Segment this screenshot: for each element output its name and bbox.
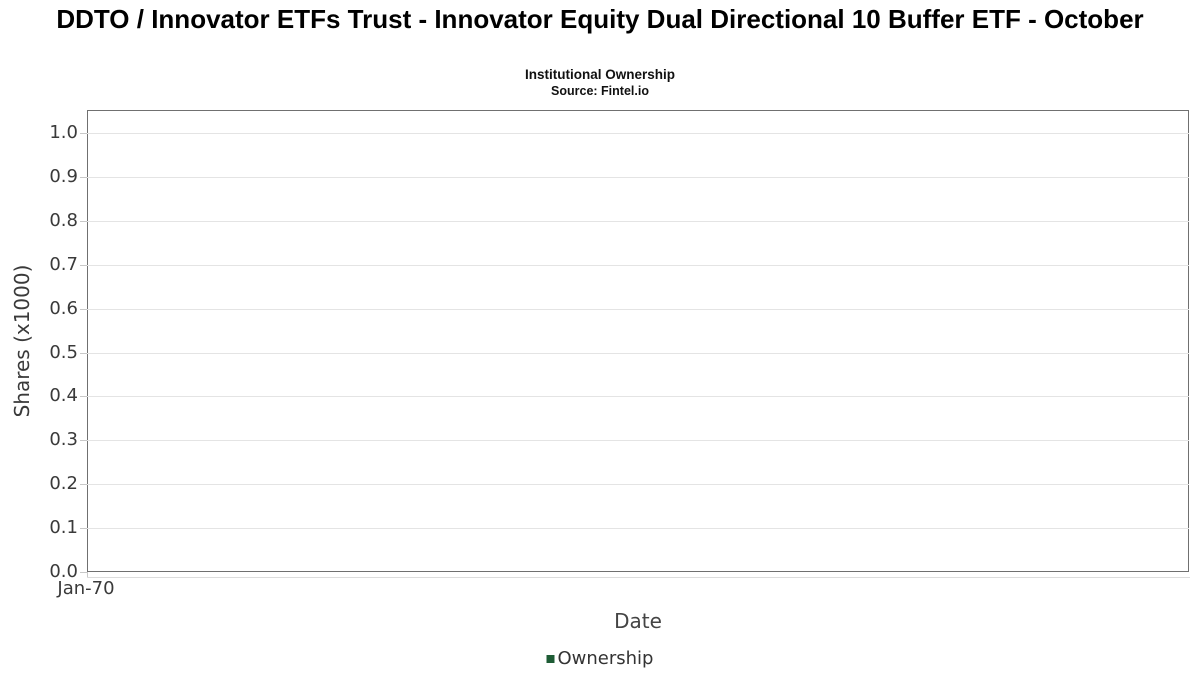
y-tick-mark [80,572,87,573]
chart-source-label: Source: Fintel.io [551,84,649,98]
y-gridline [87,308,1189,310]
y-tick-label: 1.0 [49,122,78,143]
x-axis-title: Date [614,609,662,633]
y-gridline [87,220,1189,222]
x-axis-baseline [87,577,1190,578]
y-tick-mark [80,352,87,354]
y-tick-label: 0.9 [49,165,78,187]
legend-item-ownership[interactable]: Ownership [546,648,654,669]
y-gridline [87,396,1189,398]
y-gridline [87,440,1189,442]
y-gridline [87,352,1189,354]
y-tick-label: 0.8 [49,209,78,231]
y-gridline [87,528,1189,530]
y-tick-mark [80,176,87,178]
y-tick-mark [80,133,87,134]
y-tick-label: 0.6 [49,297,78,319]
y-axis-title: Shares (x1000) [10,264,34,418]
x-tick-label: Jan-70 [57,578,115,599]
y-tick-label: 0.2 [49,473,78,495]
y-tick-label: 0.4 [49,385,78,407]
y-gridline [87,484,1189,486]
y-tick-mark [80,308,87,310]
y-tick-mark [80,484,87,486]
y-gridline [87,264,1189,266]
y-tick-mark [80,440,87,442]
x-tick-mark [87,572,88,578]
y-tick-label: 0.3 [49,429,78,451]
y-tick-mark [80,220,87,222]
y-tick-label: 0.1 [49,517,78,539]
y-tick-mark [80,264,87,266]
legend-label: Ownership [557,648,654,669]
y-tick-mark [80,528,87,530]
y-gridline [87,176,1189,178]
y-tick-mark [80,396,87,398]
y-tick-label: 0.0 [49,561,78,582]
y-tick-label: 0.7 [49,253,78,275]
chart-subtitle: Institutional Ownership [524,67,675,82]
legend-marker-square-icon [546,654,555,663]
y-gridline [87,133,1189,134]
y-tick-label: 0.5 [49,341,78,363]
chart-title: DDTO / Innovator ETFs Trust - Innovator … [56,4,1144,34]
plot-area [87,110,1189,572]
